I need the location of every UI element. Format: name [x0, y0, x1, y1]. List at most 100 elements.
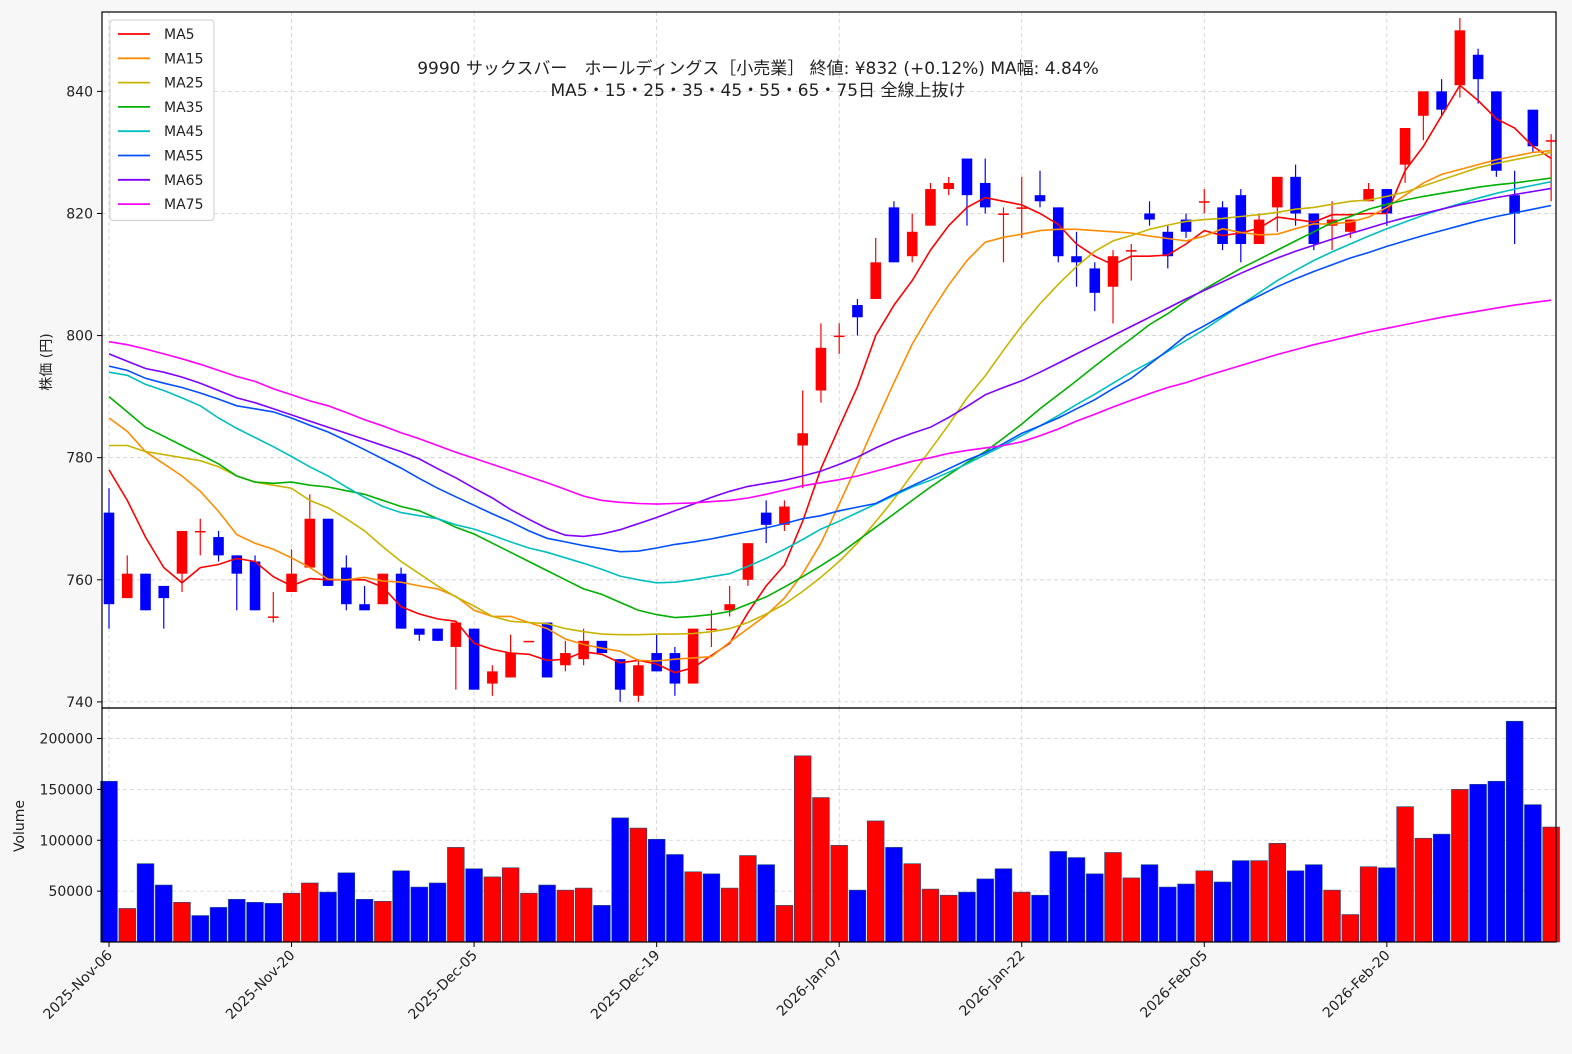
- volume-bar: [1341, 914, 1360, 943]
- volume-bar: [976, 878, 994, 943]
- candle-body: [194, 530, 206, 533]
- legend-box: [109, 19, 215, 221]
- date-tick-label: 2026-Feb-05: [1137, 948, 1211, 1022]
- volume-bar: [1487, 780, 1506, 943]
- candle-body: [1436, 91, 1447, 110]
- candle-body: [121, 573, 133, 599]
- volume-bar: [209, 907, 228, 943]
- volume-bar: [629, 827, 648, 943]
- candle-body: [1272, 176, 1283, 208]
- volume-bar: [301, 882, 319, 943]
- candle-body: [541, 622, 553, 678]
- price-tick-label: 820: [66, 206, 93, 222]
- price-tick-label: 740: [66, 695, 93, 711]
- candle-body: [1217, 207, 1228, 244]
- legend-label-ma55: MA55: [164, 149, 203, 165]
- legend-label-ma45: MA45: [164, 124, 203, 140]
- volume-bar: [903, 863, 921, 943]
- candle-body: [998, 213, 1009, 215]
- candle-body: [1198, 201, 1210, 203]
- volume-tick-label: 50000: [48, 884, 93, 900]
- ma-line-ma65: [108, 187, 1552, 538]
- volume-bar: [264, 903, 282, 943]
- candle-body: [651, 653, 662, 672]
- volume-bar: [282, 892, 301, 943]
- volume-bar: [465, 868, 483, 943]
- volume-bar: [1159, 886, 1177, 943]
- volume-tick-label: 150000: [40, 782, 93, 798]
- volume-bar: [501, 867, 520, 943]
- volume-bar: [1122, 877, 1140, 943]
- volume-bar: [940, 894, 958, 943]
- volume-bar: [1286, 870, 1305, 943]
- candle-body: [1089, 268, 1101, 293]
- candle-body: [1545, 140, 1557, 142]
- volume-bar: [100, 780, 118, 943]
- volume-bar: [392, 870, 410, 943]
- candle-body: [176, 530, 188, 574]
- volume-bar: [574, 887, 593, 943]
- price-axis-label: 株価 (円): [39, 333, 55, 390]
- chart-title: 9990 サックスバー ホールディングス［小売業］ 終値: ¥832 (+0.1…: [417, 58, 1099, 79]
- legend-label-ma65: MA65: [164, 173, 203, 189]
- candle-body: [870, 262, 881, 299]
- volume-bar: [155, 884, 173, 943]
- candle-body: [158, 585, 170, 599]
- volume-bar: [666, 854, 684, 943]
- candle-body: [578, 640, 589, 660]
- candle-body: [231, 555, 243, 574]
- candle-body: [414, 628, 425, 635]
- candle-body: [633, 665, 644, 696]
- legend-label-ma25: MA25: [164, 76, 203, 92]
- candle-body: [687, 628, 699, 684]
- volume-bar: [1378, 867, 1396, 943]
- candle-body: [487, 671, 498, 684]
- volume-bar: [538, 884, 556, 943]
- price-panel-bg: [102, 12, 1556, 708]
- volume-bar: [1451, 789, 1469, 943]
- volume-bar: [775, 905, 794, 943]
- candle-body: [596, 640, 608, 654]
- candle-body: [1125, 250, 1137, 252]
- volume-bar: [1140, 864, 1159, 943]
- volume-bar: [812, 797, 830, 943]
- candle-body: [1107, 256, 1119, 287]
- ma-line-ma75: [108, 299, 1552, 505]
- candle-body: [815, 347, 827, 391]
- candle-body: [377, 573, 389, 605]
- candle-body: [833, 335, 845, 338]
- volume-bar: [1049, 851, 1067, 943]
- candle-body: [1363, 189, 1374, 202]
- volume-bar: [793, 755, 812, 943]
- volume-tick-label: 200000: [40, 732, 93, 748]
- volume-bar: [1067, 857, 1086, 943]
- candle-body: [961, 158, 973, 196]
- candle-body: [1034, 195, 1046, 202]
- candle-body: [249, 561, 261, 611]
- candle-body: [742, 543, 754, 580]
- ma-line-ma35: [108, 177, 1552, 619]
- candle-body: [1290, 176, 1301, 214]
- legend-label-ma15: MA15: [164, 51, 203, 67]
- date-tick-label: 2026-Feb-20: [1320, 948, 1394, 1022]
- date-tick-label: 2025-Dec-05: [406, 948, 481, 1023]
- volume-axis-label: Volume: [12, 800, 28, 852]
- volume-bar: [374, 901, 392, 943]
- volume-bar: [1195, 870, 1213, 943]
- candle-body: [505, 653, 516, 678]
- candle-body: [286, 573, 297, 592]
- volume-bar: [337, 872, 356, 943]
- volume-bar: [228, 898, 246, 943]
- candle-body: [1454, 30, 1466, 86]
- volume-bar: [173, 902, 191, 943]
- candle-body: [1472, 54, 1484, 80]
- volume-bar: [118, 908, 136, 943]
- candle-body: [669, 653, 681, 684]
- volume-bar: [520, 892, 538, 943]
- candle-body: [925, 189, 936, 226]
- candle-body: [760, 512, 772, 525]
- price-tick-label: 760: [66, 573, 93, 589]
- volume-bar: [1250, 860, 1268, 943]
- candle-body: [1527, 109, 1539, 147]
- volume-bar: [1542, 826, 1560, 943]
